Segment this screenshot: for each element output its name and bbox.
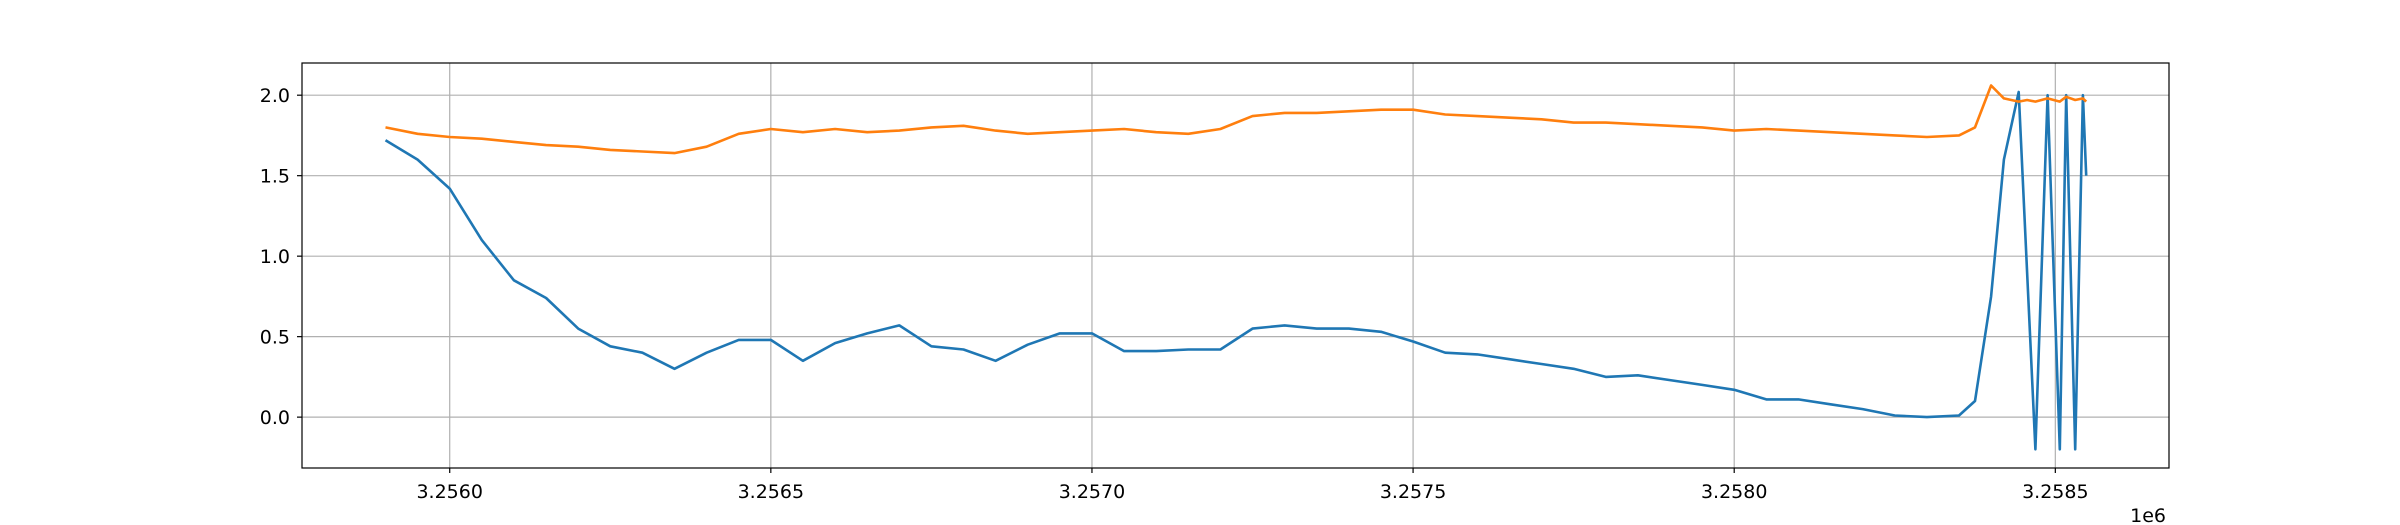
y-tick-label: 1.5 <box>260 166 290 188</box>
x-tick-label: 3.2580 <box>1701 481 1767 503</box>
series-line <box>384 90 2088 451</box>
plot-frame <box>301 62 2170 469</box>
y-tick-label: 0.0 <box>260 407 290 429</box>
y-tick-label: 2.0 <box>260 85 290 107</box>
y-tick-label: 1.0 <box>260 246 290 268</box>
offset-label: 1e6 <box>2130 505 2166 525</box>
x-tick-label: 3.2585 <box>2022 481 2088 503</box>
y-tick-label: 0.5 <box>260 327 290 349</box>
series-line <box>385 84 2088 155</box>
x-tick-label: 3.2565 <box>738 481 804 503</box>
x-tick-label: 3.2570 <box>1059 481 1125 503</box>
x-tick-label: 3.2560 <box>416 481 482 503</box>
x-tick-label: 3.2575 <box>1380 481 1446 503</box>
